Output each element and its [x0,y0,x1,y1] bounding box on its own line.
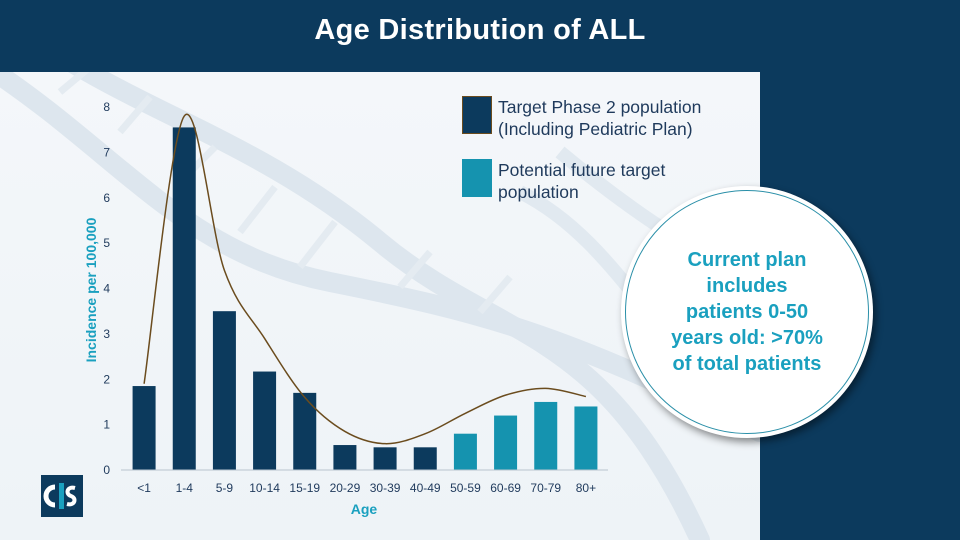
legend-label-target: Target Phase 2 population (Including Ped… [498,97,702,139]
x-tick-label: 15-19 [289,481,320,495]
x-axis-label: Age [351,501,378,517]
x-tick-label: 30-39 [370,481,401,495]
bar-60-69 [494,415,518,470]
y-tick-label: 5 [103,236,110,250]
y-tick-label: 8 [103,100,110,114]
x-tick-label: 60-69 [490,481,521,495]
callout-ring [625,190,869,434]
bar-30-39 [373,447,397,470]
x-tick-label: 80+ [576,481,596,495]
callout-text: Current plan includes patients 0-50 year… [671,249,823,375]
bar-1-4 [172,127,196,470]
x-tick-label: 50-59 [450,481,481,495]
slide-title: Age Distribution of ALL [314,14,646,46]
x-tick-label: <1 [137,481,151,495]
legend-label-future: Potential future target population [498,160,666,202]
legend-swatch-future [462,159,492,197]
bar--1 [132,386,156,470]
y-tick-label: 6 [103,191,110,205]
bar-10-14 [253,371,277,470]
bar-15-19 [293,392,317,470]
y-tick-label: 0 [103,463,110,477]
y-tick-label: 2 [103,372,110,386]
y-tick-label: 4 [103,282,110,296]
x-tick-label: 20-29 [330,481,361,495]
legend-item-target: Target Phase 2 population (Including Ped… [462,96,738,140]
x-tick-label: 40-49 [410,481,441,495]
callout-circle: Current plan includes patients 0-50 year… [621,186,873,438]
bar-5-9 [212,311,236,470]
legend-swatch-target [462,96,492,134]
y-tick-label: 1 [103,418,110,432]
y-axis-label: Incidence per 100,000 [83,217,99,362]
company-logo [41,475,83,517]
x-tick-label: 1-4 [176,481,194,495]
y-tick-label: 3 [103,327,110,341]
y-tick-label: 7 [103,145,110,159]
bar-20-29 [333,445,357,470]
bar-70-79 [534,401,558,470]
bar-40-49 [413,447,437,470]
trend-line [143,113,587,445]
x-tick-label: 70-79 [530,481,561,495]
x-tick-label: 5-9 [216,481,234,495]
bar-50-59 [453,433,477,470]
x-tick-label: 10-14 [249,481,280,495]
bar-80- [574,406,598,470]
legend-item-future: Potential future target population [462,159,738,203]
